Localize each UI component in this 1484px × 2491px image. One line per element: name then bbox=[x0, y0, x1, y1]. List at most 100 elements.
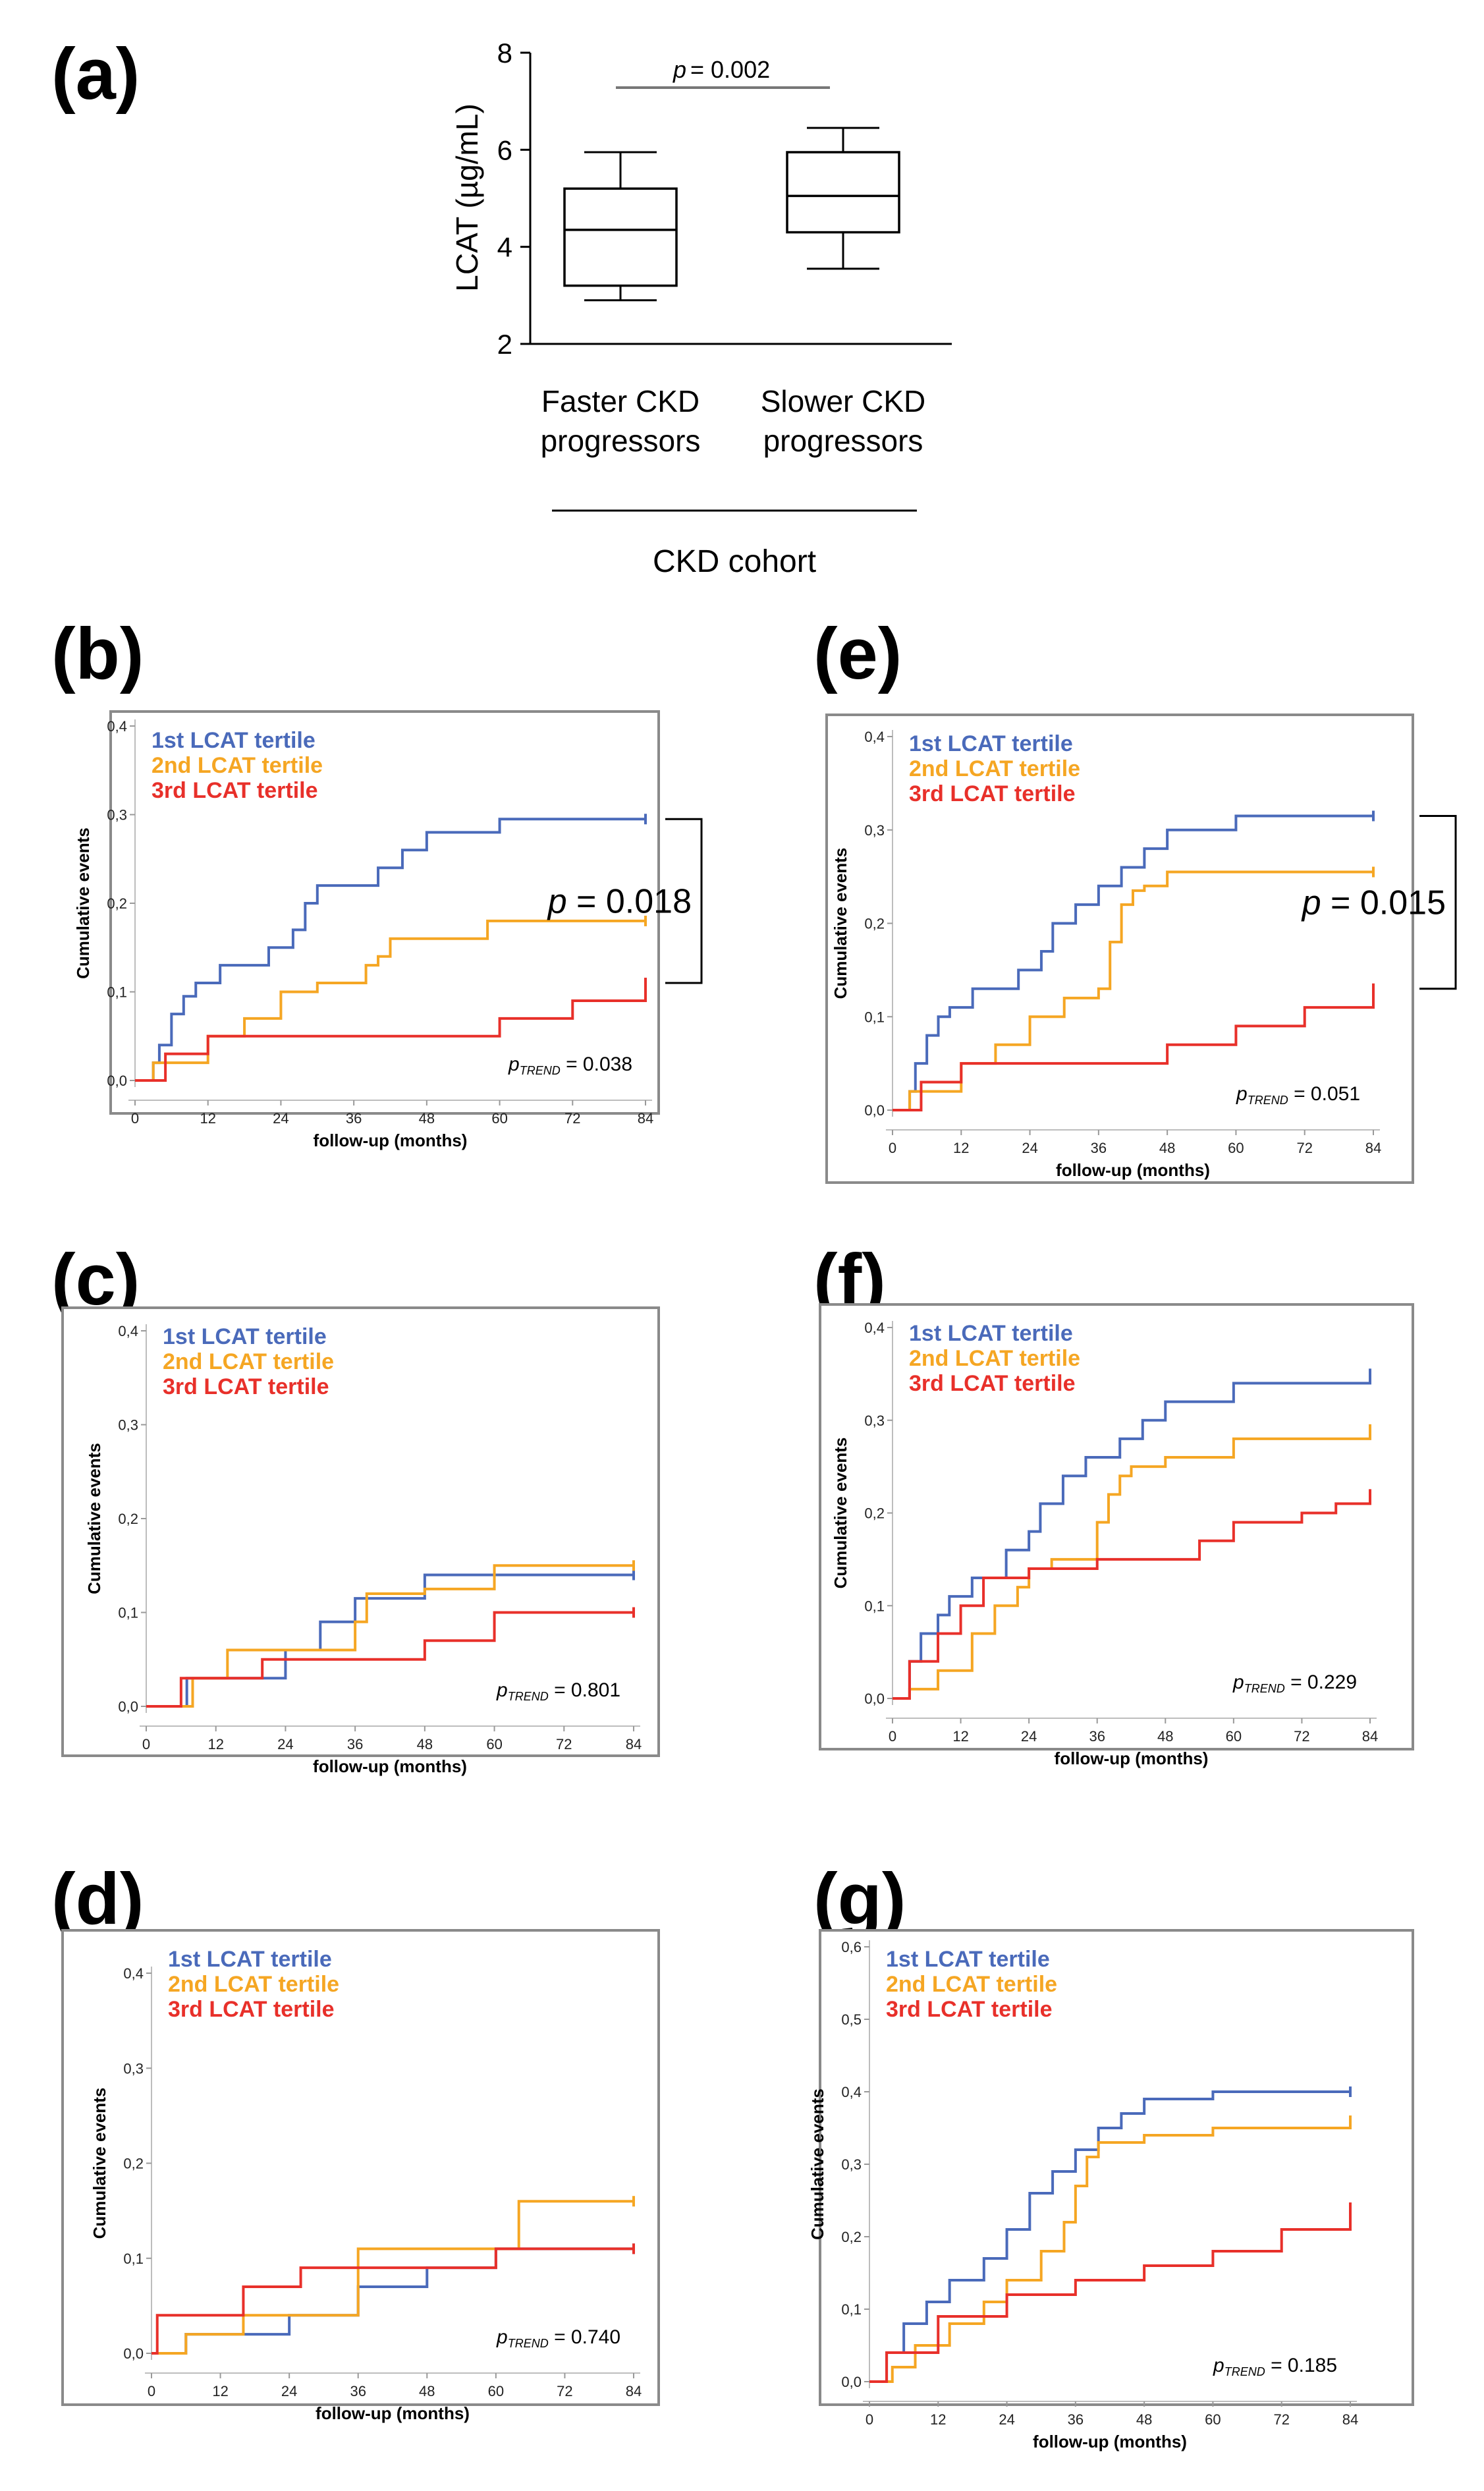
y-tick-label: 0,0 bbox=[864, 1102, 885, 1119]
x-tick-label: 0 bbox=[148, 2383, 155, 2399]
p-trend-label: pTREND = 0.229 bbox=[1232, 1671, 1357, 1695]
x-tick-label: 48 bbox=[1136, 2411, 1152, 2428]
series-line-tertile-3 bbox=[893, 988, 1375, 1111]
legend-entry-3: 3rd LCAT tertile bbox=[163, 1374, 329, 1399]
panel-e-cumulative-events: (e) 0,0 0,1 0,2 0,3 0,4 0 12 24 36 48 60 72 84 follow-… bbox=[813, 613, 1457, 1184]
x-tick-label: 24 bbox=[277, 1736, 293, 1752]
x-tick-label: 60 bbox=[1205, 2411, 1221, 2428]
x-tick-label: 72 bbox=[564, 1110, 580, 1127]
y-tick-label: 6 bbox=[497, 134, 512, 165]
y-tick-label: 0,2 bbox=[107, 895, 127, 912]
y-tick-label: 0,4 bbox=[123, 1965, 144, 1982]
legend-entry-3: 3rd LCAT tertile bbox=[909, 781, 1076, 806]
x-tick-label: 24 bbox=[1021, 1728, 1037, 1745]
legend-entry-1: 1st LCAT tertile bbox=[168, 1947, 332, 1972]
panel-label-d: (d) bbox=[51, 1859, 144, 1940]
y-axis-label: Cumulative events bbox=[73, 827, 93, 979]
legend-entry-1: 1st LCAT tertile bbox=[886, 1947, 1050, 1972]
y-tick-label: 0,2 bbox=[118, 1511, 138, 1527]
x-tick-label: 0 bbox=[131, 1110, 139, 1127]
x-tick-label: 48 bbox=[417, 1736, 433, 1752]
x-tick-label: 60 bbox=[488, 2383, 504, 2399]
p-trend-label: pTREND = 0.740 bbox=[496, 2326, 620, 2350]
x-tick-label: 0 bbox=[889, 1140, 896, 1156]
x-tick-label: 12 bbox=[200, 1110, 215, 1127]
y-tick-label: 0,2 bbox=[841, 2229, 862, 2245]
significance-bracket bbox=[1419, 814, 1457, 990]
series-line-tertile-3 bbox=[146, 1611, 634, 1708]
x-tick-label: 60 bbox=[486, 1736, 502, 1752]
series-line-tertile-1 bbox=[869, 2090, 1350, 2383]
x-axis-label: follow-up (months) bbox=[316, 2403, 470, 2423]
x-tick-label: 36 bbox=[1068, 2411, 1084, 2428]
panel-label-e: (e) bbox=[813, 613, 902, 694]
legend-entry-2: 2nd LCAT tertile bbox=[163, 1349, 334, 1374]
y-tick-label: 0,1 bbox=[864, 1598, 885, 1614]
x-tick-label: 12 bbox=[930, 2411, 946, 2428]
y-tick-label: 0,3 bbox=[107, 807, 127, 824]
y-tick-label: 0,2 bbox=[864, 916, 885, 932]
y-tick-label: 0,4 bbox=[841, 2084, 862, 2100]
x-tick-label: 0 bbox=[889, 1728, 896, 1745]
x-tick-label: 24 bbox=[999, 2411, 1014, 2428]
y-tick-label: 0,3 bbox=[123, 2060, 144, 2077]
x-tick-label: 72 bbox=[556, 1736, 572, 1752]
y-tick-label: 0,1 bbox=[107, 984, 127, 1001]
y-axis-label: Cumulative events bbox=[831, 848, 850, 999]
x-axis-label: follow-up (months) bbox=[314, 1131, 468, 1150]
x-tick-label: 36 bbox=[347, 1736, 363, 1752]
panel-label-g: (g) bbox=[813, 1859, 906, 1940]
legend-entry-2: 2nd LCAT tertile bbox=[886, 1972, 1057, 1997]
y-tick-label: 0,2 bbox=[864, 1505, 885, 1522]
comparison-p-value: = 0.002 bbox=[690, 56, 770, 83]
comparison-p-symbol: p bbox=[673, 56, 686, 83]
x-tick-label: 48 bbox=[419, 1110, 435, 1127]
panel-g-cumulative-events: (g) 0,0 0,1 0,2 0,3 0,4 0,5 0,6 0 12 24 36 48 60 72 84 f… bbox=[808, 1859, 1414, 2451]
x-tick-label: 12 bbox=[212, 2383, 228, 2399]
panel-label-b: (b) bbox=[51, 613, 144, 694]
plot-frame bbox=[61, 1929, 660, 2406]
series-line-tertile-1 bbox=[893, 814, 1373, 1111]
x-tick-label: 72 bbox=[1273, 2411, 1289, 2428]
x-tick-label: 84 bbox=[626, 2383, 642, 2399]
plot-frame bbox=[825, 714, 1414, 1184]
legend-entry-2: 2nd LCAT tertile bbox=[909, 1346, 1080, 1371]
cohort-label: CKD cohort bbox=[653, 544, 816, 579]
plot-frame bbox=[819, 1303, 1414, 1750]
series-line-tertile-3 bbox=[135, 983, 647, 1082]
x-tick-label: 0 bbox=[142, 1736, 150, 1752]
y-tick-label: 0,4 bbox=[864, 729, 885, 745]
iqr-box bbox=[786, 151, 900, 234]
y-tick-label: 4 bbox=[497, 232, 512, 263]
x-tick-label: 48 bbox=[419, 2383, 435, 2399]
x-category-label: Faster CKD bbox=[541, 384, 700, 418]
series-line-tertile-1 bbox=[135, 818, 646, 1082]
y-tick-label: 0,0 bbox=[864, 1691, 885, 1707]
x-tick-label: 12 bbox=[952, 1728, 968, 1745]
y-axis-label: Cumulative events bbox=[84, 1443, 104, 1594]
series-line-tertile-3 bbox=[869, 2208, 1352, 2383]
y-tick-label: 0,4 bbox=[118, 1323, 138, 1339]
y-tick-label: 0,1 bbox=[864, 1009, 885, 1025]
x-axis-label: follow-up (months) bbox=[1055, 1749, 1209, 1768]
y-axis-label: Cumulative events bbox=[808, 2088, 827, 2240]
y-axis-label: LCAT (µg/mL) bbox=[450, 103, 484, 292]
p-trend-label: pTREND = 0.185 bbox=[1213, 2355, 1337, 2378]
y-tick-label: 0,6 bbox=[841, 1939, 862, 1955]
x-axis-label: follow-up (months) bbox=[1033, 2432, 1187, 2451]
plot-frame bbox=[61, 1306, 660, 1757]
legend-entry-3: 3rd LCAT tertile bbox=[909, 1371, 1076, 1396]
significance-bracket bbox=[665, 818, 703, 984]
x-tick-label: 60 bbox=[1226, 1728, 1242, 1745]
x-tick-label: 72 bbox=[1296, 1140, 1312, 1156]
y-axis-label: Cumulative events bbox=[831, 1438, 850, 1589]
panel-label-a: (a) bbox=[51, 34, 140, 115]
plot-frame bbox=[819, 1929, 1414, 2406]
x-tick-label: 48 bbox=[1159, 1140, 1175, 1156]
legend-entry-2: 2nd LCAT tertile bbox=[909, 756, 1080, 781]
series-line-tertile-2 bbox=[869, 2121, 1352, 2383]
y-tick-label: 0,1 bbox=[118, 1605, 138, 1621]
x-category-label: progressors bbox=[541, 424, 701, 458]
y-tick-label: 0,0 bbox=[841, 2374, 862, 2390]
